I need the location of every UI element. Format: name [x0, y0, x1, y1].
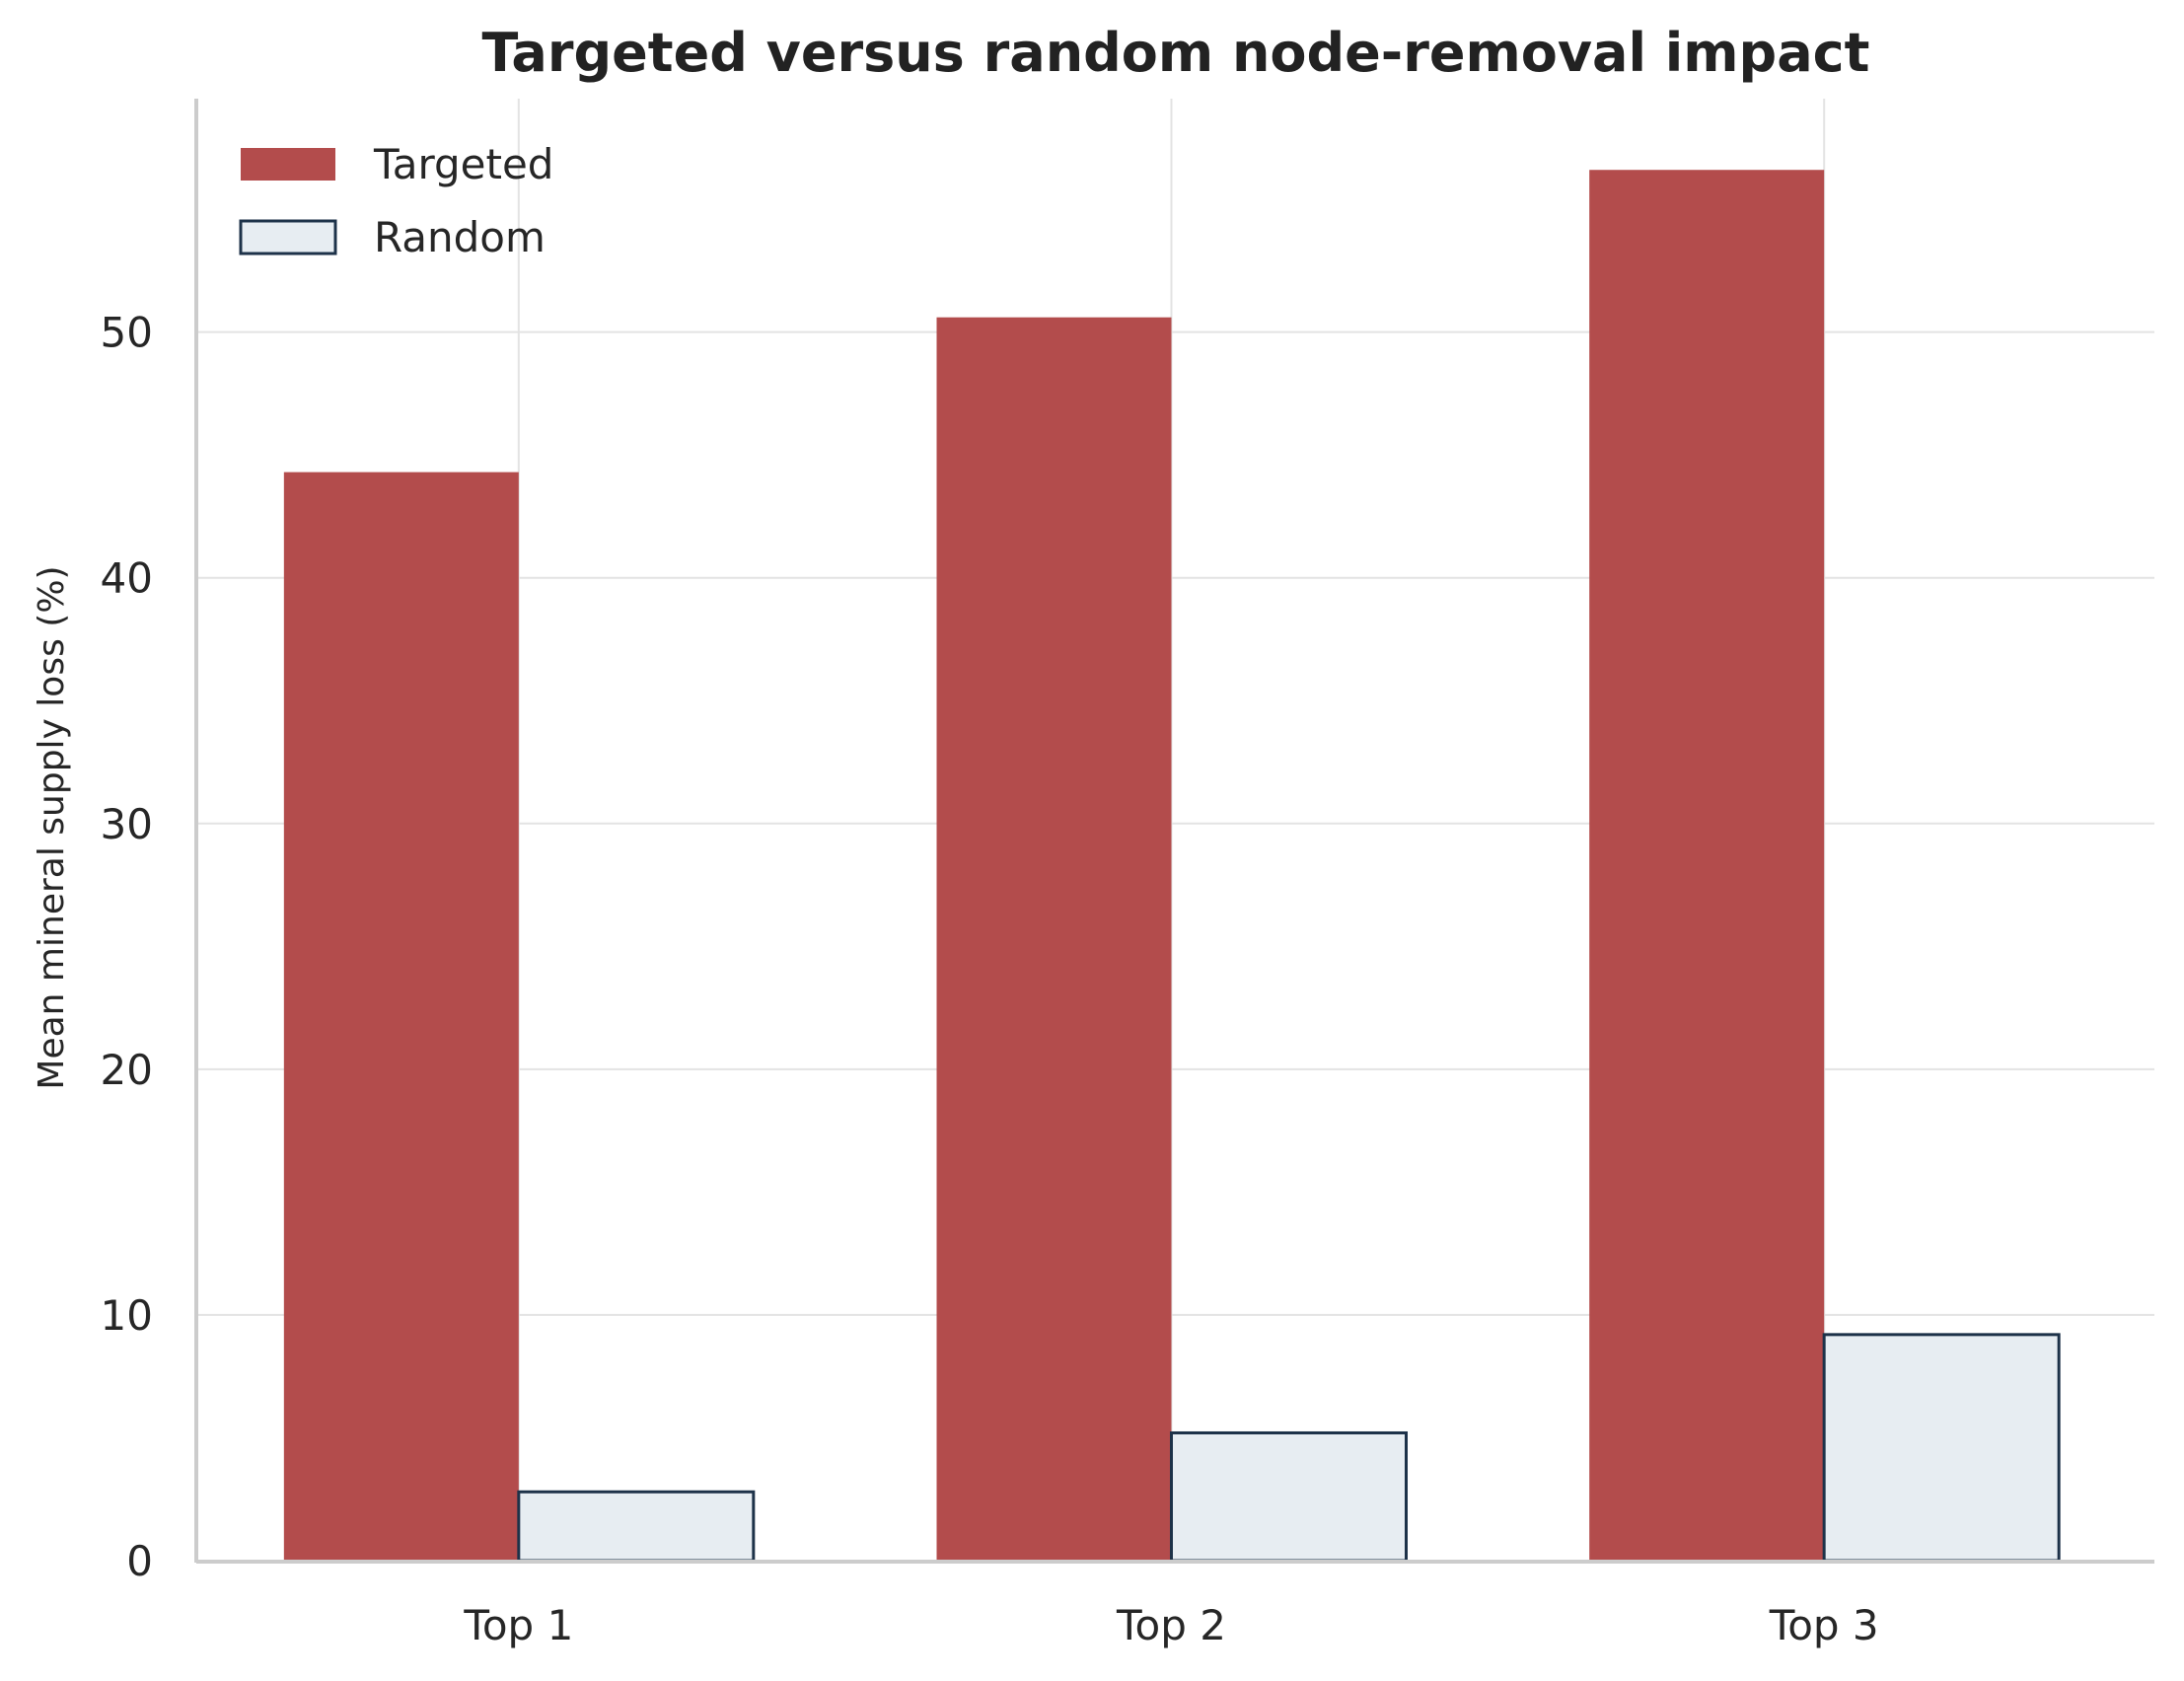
tick-labels: 0 10 20 30 40 50 Top 1 Top 2 Top 3 [101, 309, 1879, 1649]
bar-targeted-top-3 [1589, 170, 1825, 1561]
y-tick-label: 20 [101, 1046, 153, 1094]
y-tick-label: 0 [126, 1537, 153, 1585]
y-axis-label: Mean mineral supply loss (%) [32, 565, 72, 1089]
legend-swatch-random [239, 219, 337, 256]
y-tick-label: 40 [101, 554, 153, 603]
x-tick-label: Top 3 [1769, 1601, 1879, 1649]
bar-random-top-1 [517, 1490, 756, 1563]
legend-label-targeted: Targeted [373, 140, 553, 188]
legend-label-random: Random [374, 213, 546, 261]
x-tick-label: Top 1 [463, 1601, 573, 1649]
chart-title: Targeted versus random node-removal impa… [482, 22, 1870, 84]
axes [194, 99, 2154, 1564]
y-tick-label: 10 [101, 1291, 153, 1340]
legend: Targeted Random [239, 140, 553, 261]
legend-swatch-targeted [241, 148, 335, 181]
y-tick-label: 30 [101, 800, 153, 848]
bar-random-top-3 [1822, 1333, 2061, 1563]
x-tick-label: Top 2 [1116, 1601, 1226, 1649]
y-tick-label: 50 [101, 309, 153, 357]
bar-random-top-2 [1170, 1430, 1408, 1563]
bars [283, 170, 2061, 1563]
bar-targeted-top-2 [936, 317, 1172, 1562]
bar-targeted-top-1 [283, 472, 519, 1561]
